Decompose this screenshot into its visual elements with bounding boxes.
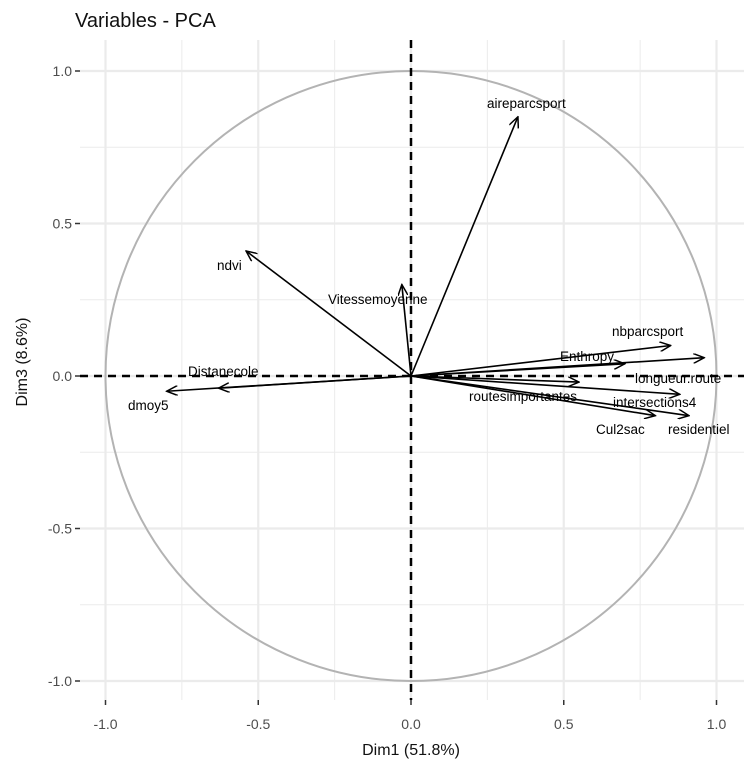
x-tick-label: 0.5 — [554, 716, 574, 732]
label-Distanecole: Distanecole — [188, 364, 259, 379]
arrow-Vitessemoyenne — [402, 285, 412, 377]
arrow-nbparcsport — [410, 346, 671, 377]
label-nbparcsport: nbparcsport — [612, 324, 684, 339]
label-Enthropy: Enthropy — [560, 349, 614, 364]
x-axis: -1.0 -0.5 0.0 0.5 1.0 — [93, 700, 726, 732]
arrow-longueur-route — [410, 358, 704, 377]
variable-labels: aireparcsport ndvi Vitessemoyenne nbparcspo… — [128, 96, 730, 437]
x-tick-label: 1.0 — [707, 716, 727, 732]
chart-title: Variables - PCA — [75, 10, 216, 32]
arrow-aireparcsport — [410, 117, 518, 377]
variable-arrows — [167, 117, 705, 416]
y-tick-label: 1.0 — [53, 63, 73, 79]
y-tick-label: -1.0 — [48, 673, 72, 689]
x-tick-label: 0.0 — [401, 716, 421, 732]
y-tick-label: 0.0 — [53, 368, 73, 384]
arrow-routesimportantes — [410, 375, 579, 382]
label-longueur-route: longueur.route — [635, 371, 721, 386]
label-dmoy5: dmoy5 — [128, 398, 169, 413]
x-axis-title: Dim1 (51.8%) — [362, 742, 460, 759]
label-residentiel: residentiel — [668, 422, 730, 437]
y-tick-label: -0.5 — [48, 521, 72, 537]
arrow-residentiel — [410, 375, 689, 416]
label-intersections4: intersections4 — [613, 395, 697, 410]
arrow-intersections4 — [410, 375, 680, 394]
zero-lines — [80, 40, 744, 700]
label-Vitessemoyenne: Vitessemoyenne — [328, 292, 428, 307]
x-tick-label: -0.5 — [246, 716, 270, 732]
label-aireparcsport: aireparcsport — [487, 96, 566, 111]
x-tick-label: -1.0 — [93, 716, 117, 732]
label-routesimportantes: routesimportantes — [469, 389, 577, 404]
arrow-ndvi — [246, 251, 412, 377]
label-ndvi: ndvi — [217, 258, 242, 273]
arrow-dmoy5 — [167, 375, 412, 391]
y-tick-label: 0.5 — [53, 216, 73, 232]
y-axis: 1.0 0.5 0.0 -0.5 -1.0 — [48, 63, 80, 689]
label-Cul2sac: Cul2sac — [596, 422, 645, 437]
y-axis-title: Dim3 (8.6%) — [14, 318, 31, 407]
